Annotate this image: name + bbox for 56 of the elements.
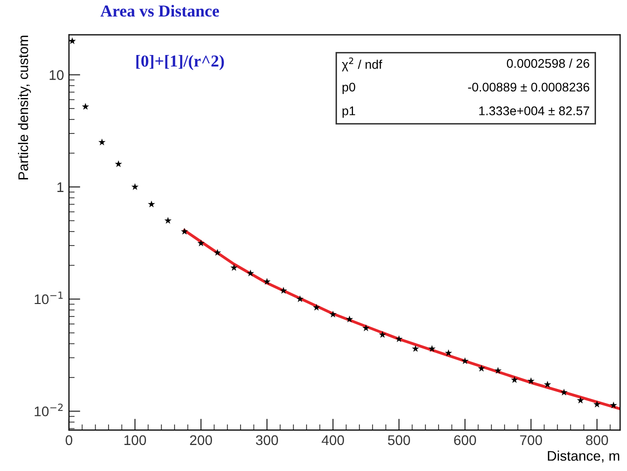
annotation: p0	[342, 82, 356, 94]
x-tick-label: 700	[520, 435, 542, 446]
annotation: [0]+[1]/(r^2)	[136, 54, 224, 70]
point	[510, 376, 518, 384]
point	[164, 216, 172, 224]
y-axis-title: Particle density, custom	[18, 36, 31, 180]
annotation: -0.00889 ± 0.0008236	[468, 82, 590, 92]
point	[494, 366, 502, 374]
point	[68, 37, 76, 44]
x-tick-label: 800	[586, 435, 608, 446]
point	[378, 331, 386, 338]
y-tick-label: 1	[57, 182, 64, 192]
annotation: 1.333e+004 ± 82.57	[479, 106, 590, 116]
y-tick-label: 10	[50, 70, 64, 80]
point	[230, 264, 238, 271]
point	[329, 310, 337, 318]
x-tick-label: 0	[66, 435, 72, 446]
point	[610, 401, 618, 408]
point	[246, 269, 254, 276]
point	[114, 160, 122, 168]
annotation: χ$^{2}$ / ndf	[342, 57, 382, 72]
point	[148, 200, 156, 208]
point	[412, 345, 420, 352]
x-tick-label: 600	[454, 435, 476, 446]
point	[214, 248, 222, 256]
x-axis-title: Distance, m	[548, 450, 620, 462]
x-tick-label: 500	[388, 435, 410, 446]
point	[395, 335, 403, 342]
point	[560, 388, 568, 396]
chart-title: Area vs Distance	[100, 4, 220, 17]
point	[197, 240, 205, 246]
point	[312, 304, 320, 311]
x-tick-label: 400	[322, 435, 344, 446]
point	[478, 364, 486, 372]
point	[280, 286, 288, 294]
point	[263, 278, 271, 285]
point	[98, 138, 106, 146]
x-tick-label: 300	[256, 435, 278, 446]
y-tick-label: 10$^{−2}$	[34, 404, 63, 416]
point	[346, 316, 354, 322]
point	[576, 396, 584, 404]
point	[544, 380, 552, 388]
point	[82, 102, 90, 110]
point	[362, 324, 370, 332]
point	[296, 295, 304, 302]
annotation: 0.0002598 / 26	[506, 58, 590, 68]
point	[180, 228, 188, 235]
point	[444, 349, 452, 356]
annotation: p1	[342, 106, 356, 118]
y-tick-label: 10$^{−1}$	[34, 292, 63, 304]
point	[461, 357, 469, 364]
point	[428, 345, 436, 352]
x-tick-label: 100	[124, 435, 146, 446]
x-tick-label: 200	[190, 435, 212, 446]
point	[131, 183, 139, 190]
point	[527, 377, 535, 384]
